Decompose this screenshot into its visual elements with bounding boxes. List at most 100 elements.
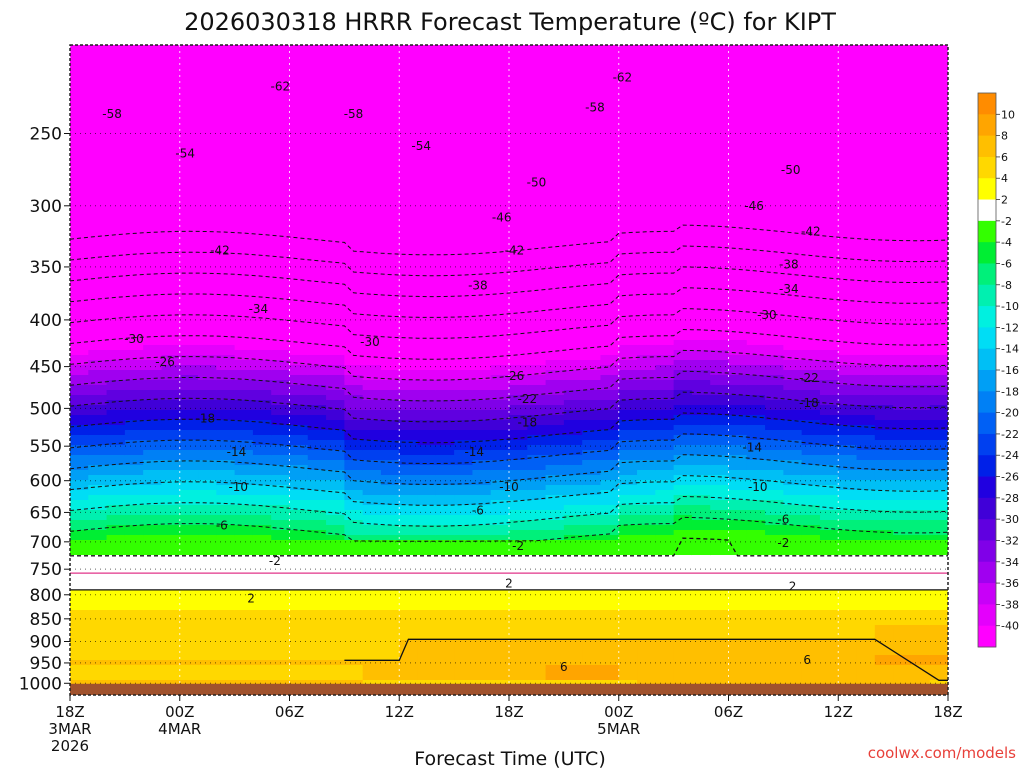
temperature-cell (252, 400, 272, 406)
temperature-cell (563, 430, 583, 436)
temperature-cell (124, 340, 144, 346)
temperature-cell (88, 320, 108, 326)
temperature-cell (88, 185, 108, 191)
temperature-cell (600, 385, 620, 391)
temperature-cell (454, 310, 474, 316)
temperature-cell (600, 560, 620, 566)
temperature-cell (198, 300, 217, 306)
temperature-cell (88, 595, 108, 601)
temperature-cell (582, 420, 602, 426)
temperature-cell (545, 600, 565, 606)
temperature-cell (490, 615, 510, 621)
temperature-cell (618, 255, 638, 261)
temperature-cell (380, 205, 400, 211)
temperature-cell (582, 630, 602, 636)
temperature-cell (563, 345, 583, 351)
temperature-cell (454, 355, 474, 361)
temperature-cell (289, 485, 309, 491)
temperature-cell (545, 325, 565, 331)
temperature-cell (545, 480, 565, 486)
temperature-cell (326, 445, 345, 451)
temperature-cell (527, 135, 547, 141)
temperature-cell (124, 75, 144, 81)
temperature-cell (326, 275, 345, 281)
temperature-cell (124, 45, 144, 51)
temperature-cell (344, 435, 364, 441)
temperature-cell (435, 630, 455, 636)
temperature-cell (710, 280, 730, 286)
temperature-cell (289, 340, 309, 346)
temperature-cell (618, 520, 638, 526)
temperature-cell (527, 360, 547, 366)
temperature-cell (765, 70, 784, 76)
temperature-cell (216, 230, 236, 236)
temperature-cell (70, 100, 89, 106)
temperature-cell (618, 275, 638, 281)
temperature-cell (399, 165, 419, 171)
temperature-cell (582, 105, 602, 111)
temperature-cell (746, 215, 766, 221)
temperature-cell (746, 525, 766, 531)
temperature-cell (417, 215, 437, 221)
temperature-cell (234, 90, 254, 96)
temperature-cell (600, 185, 620, 191)
temperature-cell (124, 260, 144, 266)
temperature-cell (600, 300, 620, 306)
temperature-cell (161, 175, 181, 181)
temperature-cell (198, 675, 217, 681)
temperature-cell (362, 650, 382, 656)
temperature-cell (179, 215, 199, 221)
temperature-cell (728, 445, 748, 451)
temperature-cell (198, 660, 217, 666)
temperature-cell (124, 430, 144, 436)
temperature-cell (289, 490, 309, 496)
temperature-cell (454, 545, 474, 551)
temperature-cell (161, 575, 181, 581)
temperature-cell (380, 675, 400, 681)
temperature-cell (728, 130, 748, 136)
temperature-cell (380, 135, 400, 141)
temperature-cell (600, 70, 620, 76)
temperature-cell (417, 350, 437, 356)
temperature-cell (655, 515, 675, 521)
temperature-cell (509, 130, 528, 136)
temperature-cell (106, 350, 126, 356)
temperature-cell (143, 305, 163, 311)
temperature-cell (710, 110, 730, 116)
temperature-cell (88, 510, 108, 516)
temperature-cell (124, 370, 144, 376)
temperature-cell (362, 225, 382, 231)
temperature-cell (600, 660, 620, 666)
temperature-cell (362, 425, 382, 431)
temperature-cell (545, 260, 565, 266)
temperature-cell (326, 425, 345, 431)
temperature-cell (252, 495, 272, 501)
temperature-cell (362, 270, 382, 276)
temperature-cell (234, 430, 254, 436)
temperature-cell (490, 450, 510, 456)
temperature-cell (70, 560, 89, 566)
temperature-cell (454, 200, 474, 206)
temperature-cell (289, 205, 309, 211)
temperature-cell (691, 655, 711, 661)
temperature-cell (216, 455, 236, 461)
temperature-cell (234, 585, 254, 591)
temperature-cell (545, 200, 565, 206)
temperature-cell (179, 285, 199, 291)
temperature-cell (472, 245, 492, 251)
temperature-cell (234, 495, 254, 501)
temperature-cell (527, 215, 547, 221)
temperature-cell (70, 80, 89, 86)
temperature-cell (673, 680, 693, 686)
temperature-cell (600, 675, 620, 681)
temperature-cell (417, 505, 437, 511)
temperature-cell (637, 265, 656, 271)
temperature-cell (563, 160, 583, 166)
temperature-cell (600, 610, 620, 616)
temperature-cell (143, 110, 163, 116)
temperature-cell (70, 325, 89, 331)
temperature-cell (417, 265, 437, 271)
temperature-cell (600, 295, 620, 301)
temperature-cell (746, 560, 766, 566)
temperature-cell (380, 310, 400, 316)
